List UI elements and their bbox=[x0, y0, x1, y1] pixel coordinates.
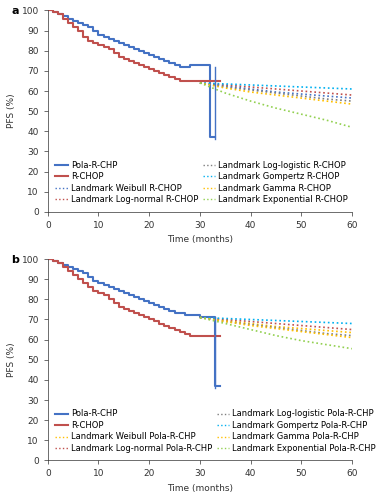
Y-axis label: PFS (%): PFS (%) bbox=[7, 342, 16, 377]
X-axis label: Time (months): Time (months) bbox=[167, 236, 233, 244]
Text: b: b bbox=[11, 255, 19, 265]
Text: a: a bbox=[11, 6, 19, 16]
Legend: Pola-R-CHP, R-CHOP, Landmark Weibull Pola-R-CHP, Landmark Log-normal Pola-R-CHP,: Pola-R-CHP, R-CHOP, Landmark Weibull Pol… bbox=[52, 406, 379, 456]
Legend: Pola-R-CHP, R-CHOP, Landmark Weibull R-CHOP, Landmark Log-normal R-CHOP, Landmar: Pola-R-CHP, R-CHOP, Landmark Weibull R-C… bbox=[52, 158, 352, 208]
Y-axis label: PFS (%): PFS (%) bbox=[7, 94, 16, 128]
X-axis label: Time (months): Time (months) bbox=[167, 484, 233, 493]
